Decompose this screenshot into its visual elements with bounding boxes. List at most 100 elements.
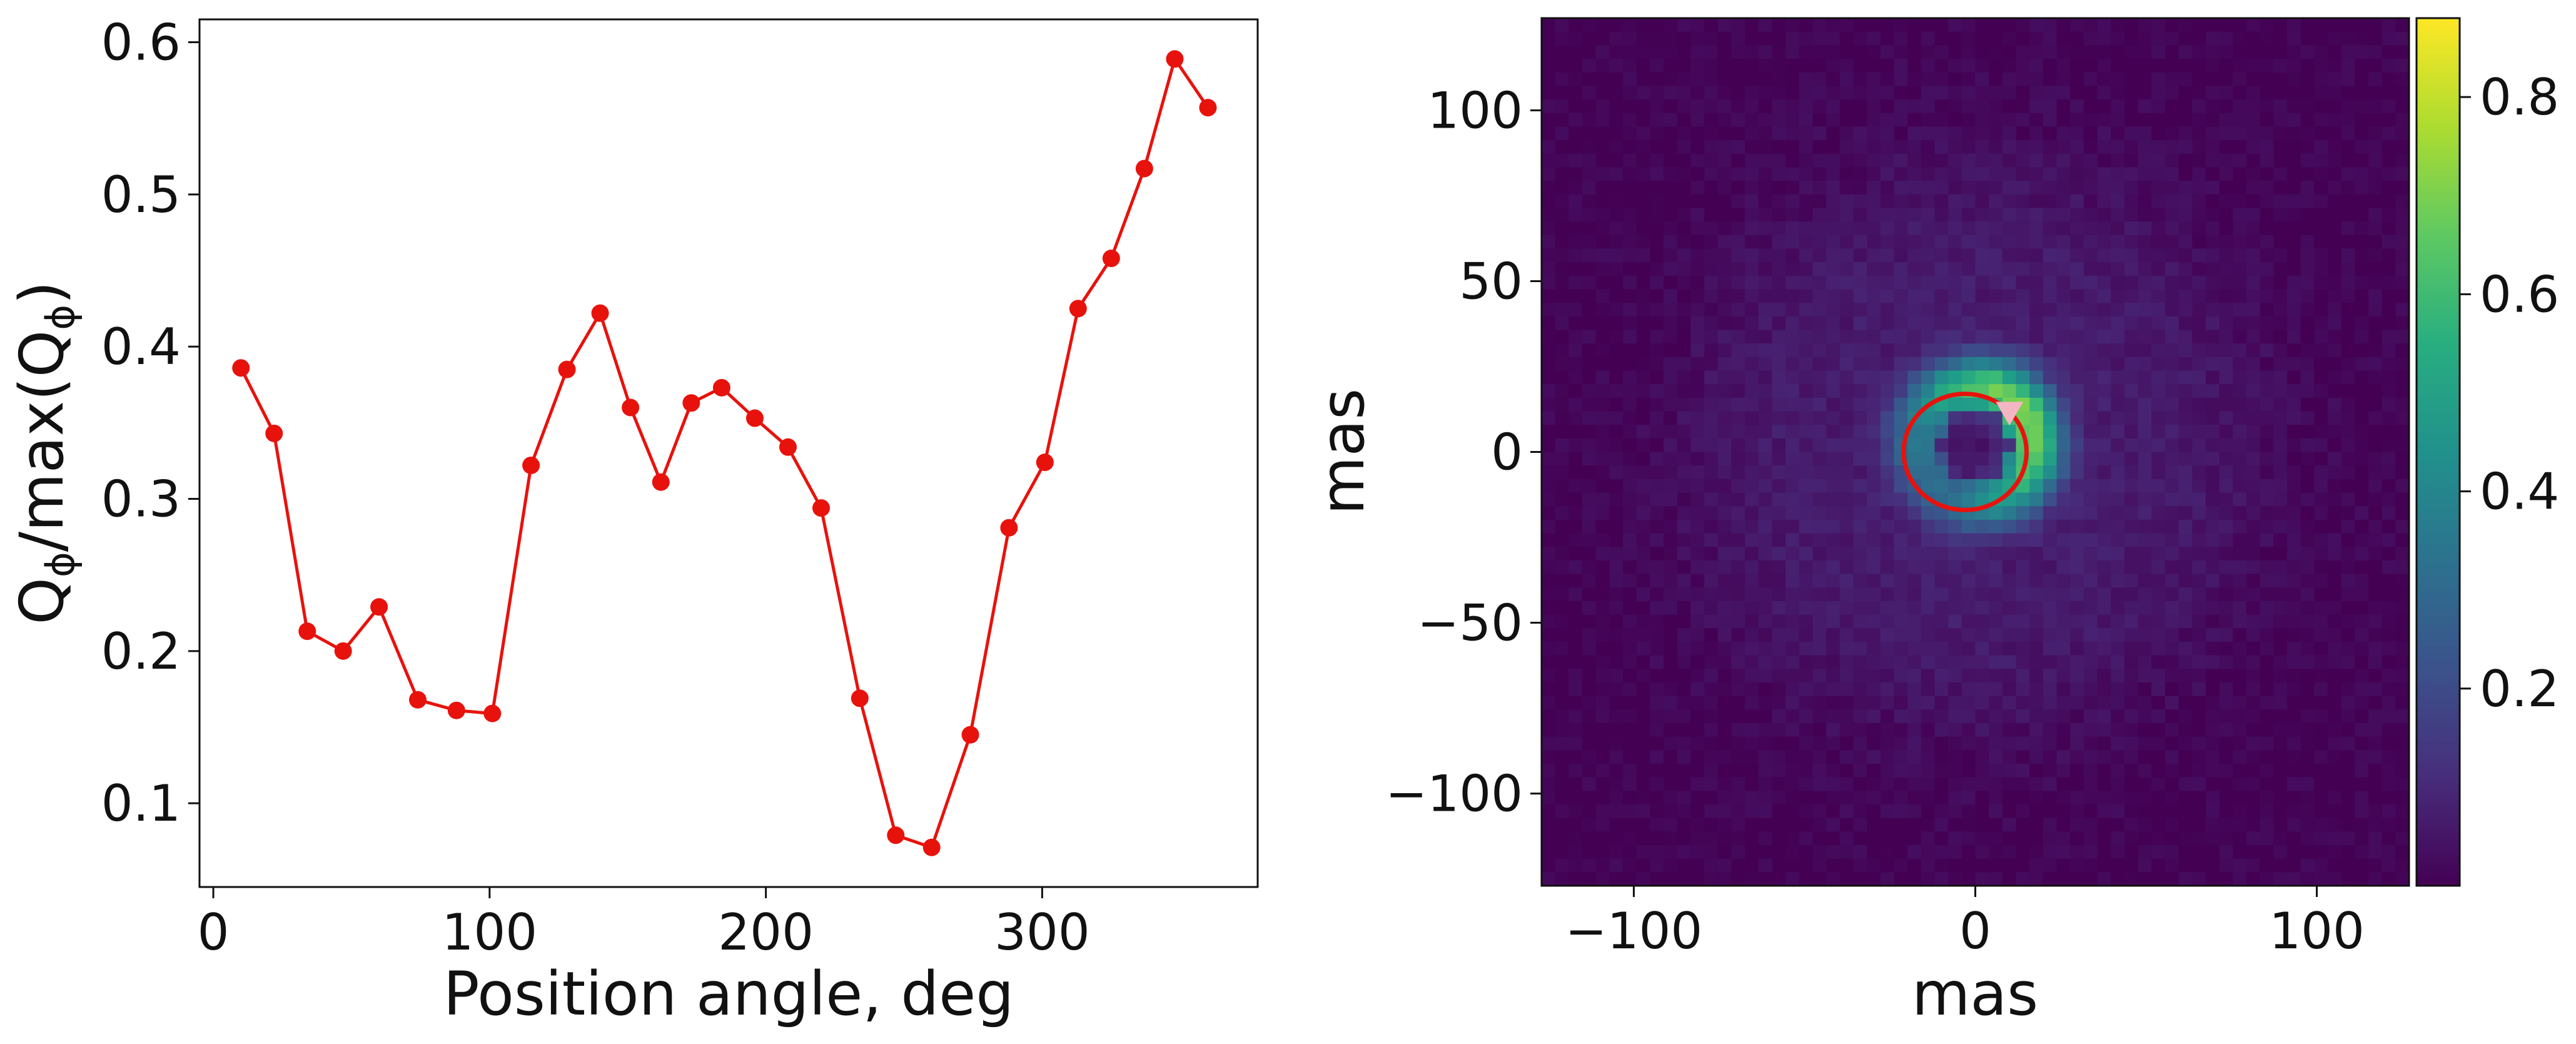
heatmap-cell — [1772, 669, 1786, 683]
heatmap-cell — [1989, 750, 2003, 764]
heatmap-cell — [1786, 858, 1800, 873]
heatmap-cell — [2273, 506, 2288, 520]
heatmap-cell — [2368, 113, 2383, 128]
heatmap-cell — [1568, 425, 1583, 439]
heatmap-cell — [1664, 438, 1678, 453]
heatmap-cell — [1717, 736, 1732, 751]
heatmap-cell — [1894, 669, 1908, 683]
heatmap-cell — [2083, 248, 2098, 263]
heatmap-cell — [2219, 153, 2234, 168]
heatmap-cell — [2002, 533, 2017, 548]
heatmap-cell — [2219, 777, 2234, 792]
heatmap-cell — [1961, 722, 1976, 737]
heatmap-cell — [1839, 181, 1854, 195]
heatmap-cell — [1650, 140, 1664, 155]
heatmap-cell — [2395, 411, 2410, 425]
heatmap-cell — [2002, 275, 2017, 290]
heatmap-cell — [1921, 574, 1936, 589]
heatmap-cell — [2151, 357, 2166, 372]
heatmap-cell — [1853, 397, 1867, 412]
heatmap-cell — [1934, 31, 1949, 46]
heatmap-cell — [2327, 479, 2342, 494]
heatmap-cell — [2368, 628, 2383, 642]
heatmap-cell — [2070, 438, 2084, 453]
heatmap-cell — [1650, 18, 1664, 33]
heatmap-cell — [2327, 763, 2342, 778]
heatmap-cell — [1853, 384, 1867, 398]
heatmap-cell — [1636, 303, 1651, 317]
heatmap-cell — [2178, 72, 2193, 87]
heatmap-cell — [2233, 736, 2247, 751]
heatmap-cell — [1839, 235, 1854, 250]
heatmap-cell — [1582, 153, 1597, 168]
heatmap-cell — [1812, 669, 1827, 683]
heatmap-cell — [1731, 221, 1745, 236]
heatmap-cell — [1609, 628, 1624, 642]
heatmap-cell — [1880, 804, 1895, 819]
heatmap-cell — [1731, 614, 1745, 629]
heatmap-cell — [1812, 411, 1827, 425]
heatmap-cell — [2164, 722, 2179, 737]
heatmap-cell — [2395, 289, 2410, 303]
heatmap-cell — [2368, 343, 2383, 358]
heatmap-cell — [2273, 99, 2288, 114]
heatmap-cell — [1812, 425, 1827, 439]
heatmap-cell — [1934, 370, 1949, 385]
heatmap-cell — [2355, 18, 2369, 33]
heatmap-cell — [2070, 465, 2084, 480]
heatmap-cell — [1555, 86, 1570, 100]
heatmap-cell — [1880, 45, 1895, 59]
heatmap-cell — [2070, 777, 2084, 792]
heatmap-cell — [1650, 208, 1664, 222]
heatmap-cell — [2164, 791, 2179, 805]
heatmap-cell — [2300, 289, 2315, 303]
heatmap-cell — [2327, 777, 2342, 792]
heatmap-cell — [2016, 574, 2030, 589]
heatmap-cell — [2002, 722, 2017, 737]
heatmap-cell — [1812, 709, 1827, 724]
heatmap-cell — [2164, 465, 2179, 480]
heatmap-cell — [1880, 72, 1895, 87]
heatmap-cell — [2300, 736, 2315, 751]
heatmap-cell — [1568, 479, 1583, 494]
heatmap-cell — [1786, 533, 1800, 548]
heatmap-cell — [1812, 140, 1827, 155]
heatmap-cell — [2300, 153, 2315, 168]
heatmap-cell — [2273, 45, 2288, 59]
heatmap-cell — [1609, 438, 1624, 453]
heatmap-cell — [2246, 669, 2261, 683]
heatmap-cell — [1907, 357, 1922, 372]
heatmap-cell — [2233, 343, 2247, 358]
heatmap-cell — [1650, 289, 1664, 303]
heatmap-cell — [1894, 777, 1908, 792]
heatmap-cell — [1717, 397, 1732, 412]
heatmap-cell — [2083, 384, 2098, 398]
heatmap-cell — [1934, 736, 1949, 751]
heatmap-cell — [2233, 86, 2247, 100]
heatmap-cell — [1989, 574, 2003, 589]
heatmap-cell — [1772, 872, 1786, 886]
heatmap-cell — [1934, 479, 1949, 494]
heatmap-cell — [1731, 655, 1745, 670]
heatmap-cell — [2192, 614, 2206, 629]
heatmap-cell — [1853, 736, 1867, 751]
heatmap-cell — [2314, 126, 2328, 141]
heatmap-cell — [2029, 262, 2044, 276]
heatmap-cell — [1609, 262, 1624, 276]
heatmap-cell — [2029, 452, 2044, 466]
heatmap-cell — [1826, 506, 1841, 520]
heatmap-cell — [2056, 574, 2071, 589]
heatmap-cell — [2233, 113, 2247, 128]
heatmap-cell — [1568, 59, 1583, 73]
heatmap-cell — [1880, 641, 1895, 656]
heatmap-cell — [1772, 45, 1786, 59]
heatmap-cell — [2219, 506, 2234, 520]
heatmap-cell — [1690, 628, 1705, 642]
heatmap-cell — [1812, 492, 1827, 507]
heatmap-cell — [2192, 844, 2206, 859]
heatmap-cell — [2083, 844, 2098, 859]
heatmap-cell — [1961, 316, 1976, 331]
heatmap-cell — [1704, 858, 1719, 873]
heatmap-cell — [1664, 248, 1678, 263]
data-point — [232, 359, 250, 377]
